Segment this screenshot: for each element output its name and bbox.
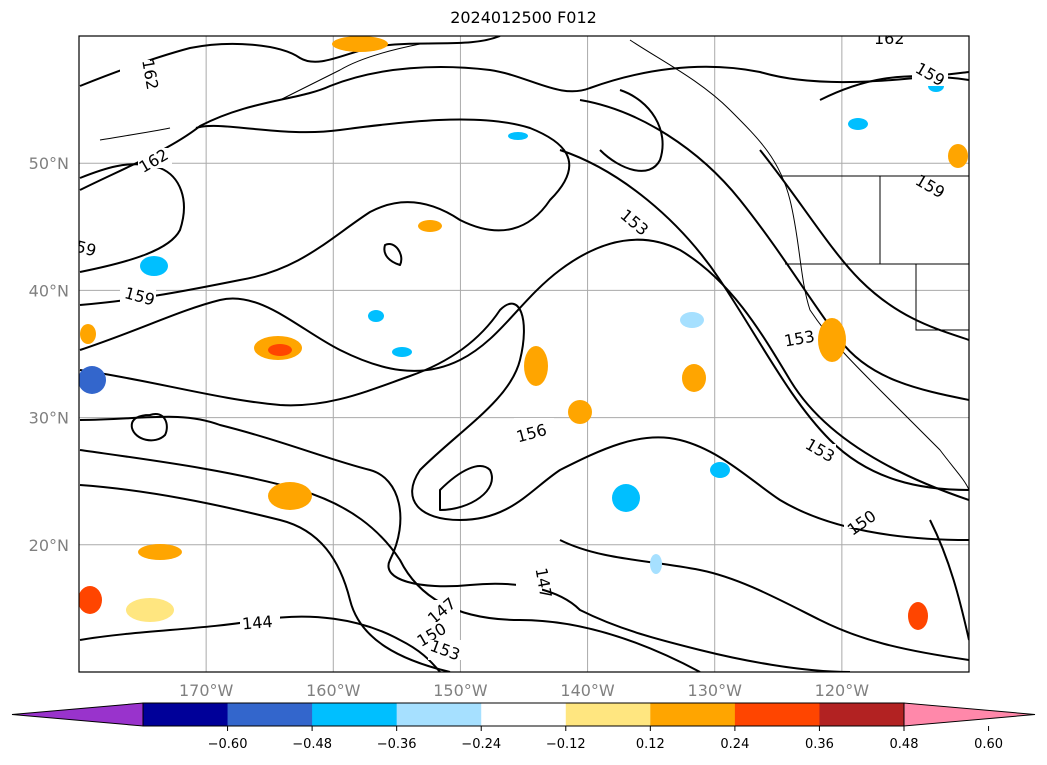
positive-anomaly-patch — [126, 598, 174, 622]
positive-anomaly-patch — [80, 324, 96, 344]
lat-tick-label: 30°N — [29, 409, 69, 428]
contour-line — [79, 302, 969, 541]
colorbar-segment — [819, 703, 905, 726]
contour-line — [439, 465, 493, 511]
state-border — [780, 175, 969, 331]
colorbar-segment — [143, 703, 229, 726]
contour-label: 144 — [241, 612, 273, 634]
negative-anomaly-patch — [508, 132, 528, 140]
coastline — [629, 39, 969, 491]
negative-anomaly-patch — [612, 484, 640, 512]
negative-anomaly-patch — [368, 310, 384, 322]
contour-line — [79, 615, 441, 672]
positive-anomaly-patch — [79, 586, 102, 614]
negative-anomaly-patch — [140, 256, 168, 276]
colorbar-tick-label: −0.60 — [208, 737, 248, 752]
colorbar — [11, 702, 1036, 727]
colorbar-tick-labels: −0.60 −0.48 −0.36 −0.24 −0.12 0.12 0.24 0.36 0.4… — [208, 726, 1003, 752]
lon-tick-label: 170°W — [179, 681, 234, 700]
anomaly-shading — [79, 36, 968, 630]
negative-anomaly-patch — [680, 312, 704, 328]
colorbar-tick-label: −0.36 — [377, 737, 417, 752]
colorbar-segment — [650, 703, 736, 726]
colorbar-segment — [481, 703, 567, 726]
colorbar-extend-high — [903, 702, 1036, 727]
negative-anomaly-patch — [848, 118, 868, 130]
contour-label: 59 — [74, 237, 99, 261]
contour-labels: 162 162 159 159 159 153 153 153 156 150 … — [74, 29, 948, 664]
contour-line — [559, 539, 969, 661]
contour-line — [130, 413, 168, 442]
contour-line — [79, 484, 451, 672]
lon-tick-label: 150°W — [433, 681, 488, 700]
colorbar-tick-label: 0.24 — [720, 737, 749, 752]
positive-anomaly-patch — [268, 482, 312, 510]
colorbar-tick-label: 0.36 — [805, 737, 834, 752]
colorbar-frame — [142, 702, 905, 727]
colorbar-extend-low — [11, 702, 144, 727]
negative-anomaly-patch — [650, 554, 662, 574]
colorbar-segment — [312, 703, 398, 726]
lat-tick-label: 40°N — [29, 281, 69, 300]
positive-anomaly-patch — [418, 220, 442, 232]
positive-anomaly-patch — [568, 400, 592, 424]
contour-label: 162 — [874, 29, 905, 48]
colorbar-segment — [565, 703, 651, 726]
lon-tick-label: 130°W — [688, 681, 743, 700]
contour-line — [599, 89, 664, 172]
contour-line — [759, 149, 969, 341]
colorbar-segment — [396, 703, 482, 726]
colorbar-tick-label: −0.48 — [292, 737, 332, 752]
colorbar-tick-label: 0.60 — [974, 737, 1003, 752]
colorbar-segment — [734, 703, 820, 726]
coastline-layer — [99, 39, 969, 491]
colorbar-tick-label: 0.48 — [890, 737, 919, 752]
colorbar-segment — [227, 703, 313, 726]
positive-anomaly-patch — [818, 318, 846, 362]
positive-anomaly-patch — [682, 364, 706, 392]
contour-line — [79, 449, 701, 672]
positive-anomaly-patch — [524, 346, 548, 386]
lon-tick-label: 160°W — [306, 681, 361, 700]
coastline — [99, 127, 171, 141]
contour-line — [79, 163, 185, 273]
contour-line — [559, 149, 969, 491]
colorbar-tick-label: 0.12 — [636, 737, 665, 752]
contour-layer — [79, 36, 969, 672]
map-frame — [78, 35, 970, 673]
map-background — [79, 36, 969, 672]
positive-anomaly-patch — [332, 36, 388, 52]
contour-line — [79, 238, 969, 501]
negative-anomaly-patch — [79, 366, 106, 394]
contour-line — [79, 36, 501, 87]
latitude-labels: 50°N 40°N 30°N 20°N — [29, 154, 69, 555]
negative-anomaly-patch — [710, 462, 730, 478]
coastline — [279, 43, 421, 101]
colorbar-tick-label: −0.24 — [461, 737, 501, 752]
colorbar-tick-label: −0.12 — [546, 737, 586, 752]
contour-line — [79, 118, 571, 306]
positive-anomaly-patch — [948, 144, 968, 168]
lon-tick-label: 120°W — [815, 681, 870, 700]
lat-tick-label: 50°N — [29, 154, 69, 173]
contour-line — [383, 243, 403, 266]
map-title: 2024012500 F012 — [450, 8, 597, 27]
gridlines — [79, 36, 969, 672]
positive-anomaly-patch — [268, 344, 292, 356]
longitude-labels: 170°W 160°W 150°W 140°W 130°W 120°W — [179, 681, 869, 700]
negative-anomaly-patch — [392, 347, 412, 357]
contour-line — [929, 519, 969, 641]
contour-line — [79, 415, 851, 672]
positive-anomaly-patch — [908, 602, 928, 630]
positive-anomaly-patch — [138, 544, 182, 560]
lat-tick-label: 20°N — [29, 536, 69, 555]
lon-tick-label: 140°W — [560, 681, 615, 700]
